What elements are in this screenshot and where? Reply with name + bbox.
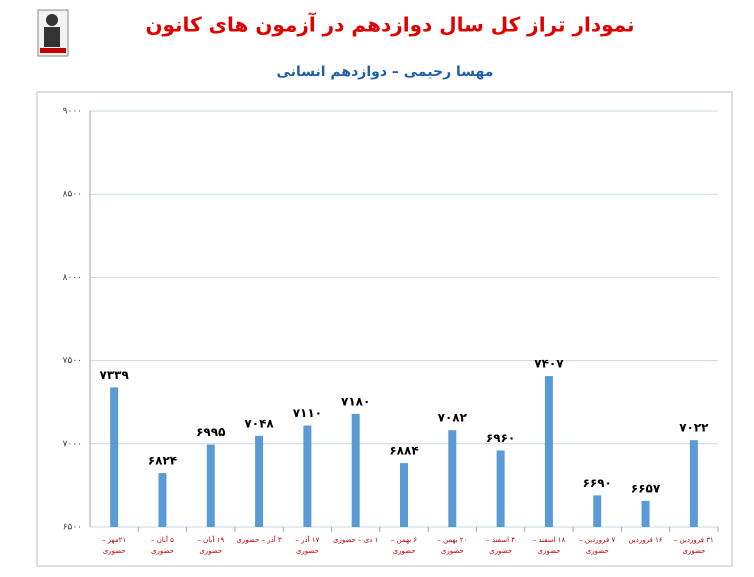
- bar: [448, 430, 457, 527]
- value-label: ۶۹۹۵: [196, 425, 225, 439]
- bar: [303, 425, 312, 527]
- value-label: ۷۱۸۰: [341, 394, 370, 408]
- x-tick-label: ۶ بهمن – حضوری: [390, 536, 418, 555]
- bar: [544, 376, 553, 527]
- value-label: ۶۸۲۴: [148, 454, 177, 468]
- value-label: ۶۸۸۴: [389, 444, 418, 458]
- y-tick-label: ۹۰۰۰: [63, 107, 82, 117]
- value-label: ۷۳۳۹: [100, 368, 130, 382]
- x-tick-label: ۱۷ آذر – حضوری: [295, 536, 320, 555]
- x-tick-label: ۳۱ فروردین – حضوری: [673, 536, 714, 555]
- y-tick-label: ۷۵۰۰: [63, 356, 82, 366]
- x-tick-label: ۱ دی – حضوری: [332, 536, 379, 544]
- bar: [641, 500, 650, 527]
- logo: [37, 9, 69, 57]
- value-label: ۶۶۹۰: [583, 476, 612, 490]
- chart-title: نمودار تراز کل سال دوازدهم در آزمون های …: [145, 12, 634, 37]
- value-label: ۶۹۶۰: [486, 431, 515, 445]
- value-label: ۷۰۸۲: [438, 411, 468, 425]
- x-tick-label: ۵ آبان – حضوری: [151, 536, 174, 555]
- y-tick-label: ۸۰۰۰: [63, 273, 82, 283]
- y-tick-label: ۷۰۰۰: [63, 439, 82, 449]
- bar: [255, 435, 264, 527]
- x-tick-label: ۲۱مهر – حضوری: [102, 536, 127, 555]
- x-tick-label: ۱۶ فروردین: [628, 536, 663, 544]
- value-label: ۶۶۵۷: [631, 481, 661, 495]
- x-tick-label: ۱۹ آبان – حضوری: [197, 536, 225, 555]
- x-tick-label: ۳ آذر – حضوری: [236, 536, 282, 544]
- bar: [110, 387, 119, 527]
- bar: [496, 450, 505, 527]
- x-tick-label: ۱۸ اسفند – حضوری: [532, 536, 566, 555]
- bar: [158, 473, 167, 527]
- x-tick-label: ۲۰ بهمن – حضوری: [437, 536, 468, 555]
- x-tick-label: ۴ اسفند – حضوری: [486, 536, 516, 555]
- bar: [400, 463, 408, 527]
- value-label: ۷۰۲۲: [679, 421, 709, 435]
- y-tick-label: ۸۵۰۰: [63, 190, 82, 200]
- bar: [593, 495, 602, 527]
- x-tick-label: ۷ فروردین – حضوری: [579, 536, 616, 555]
- value-label: ۷۱۱۰: [293, 406, 322, 420]
- bar: [689, 440, 698, 527]
- bar: [351, 413, 360, 527]
- chart-frame: [36, 91, 733, 567]
- value-label: ۷۴۰۷: [534, 357, 564, 371]
- chart-subtitle: مهسا رحیمی – دوازدهم انسانی: [277, 64, 494, 80]
- y-tick-label: ۶۵۰۰: [63, 523, 82, 533]
- bar: [206, 444, 215, 527]
- value-label: ۷۰۴۸: [244, 416, 274, 430]
